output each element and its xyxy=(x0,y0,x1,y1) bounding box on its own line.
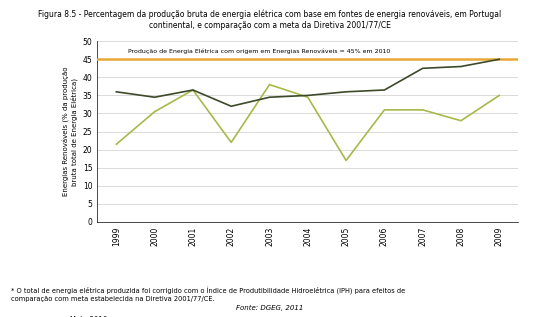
Text: continental, e comparação com a meta da Diretiva 2001/77/CE: continental, e comparação com a meta da … xyxy=(149,21,391,29)
Text: Produção de Energia Elétrica com origem em Energias Renováveis = 45% em 2010: Produção de Energia Elétrica com origem … xyxy=(128,49,390,54)
Text: * O total de energia elétrica produzida foi corrigido com o Índice de Produtibil: * O total de energia elétrica produzida … xyxy=(11,287,405,302)
Text: Figura 8.5 - Percentagem da produção bruta de energia elétrica com base em fonte: Figura 8.5 - Percentagem da produção bru… xyxy=(38,10,502,19)
Y-axis label: Energias Renováveis (% da produção
bruta total de Energia Elétrica): Energias Renováveis (% da produção bruta… xyxy=(63,67,78,196)
Text: Fonte: DGEG, 2011: Fonte: DGEG, 2011 xyxy=(237,305,303,311)
Legend: Meta 2010, % de FER em relação ao total produzido (real), % de FER em relação ao: Meta 2010, % de FER em relação ao total … xyxy=(50,315,251,317)
